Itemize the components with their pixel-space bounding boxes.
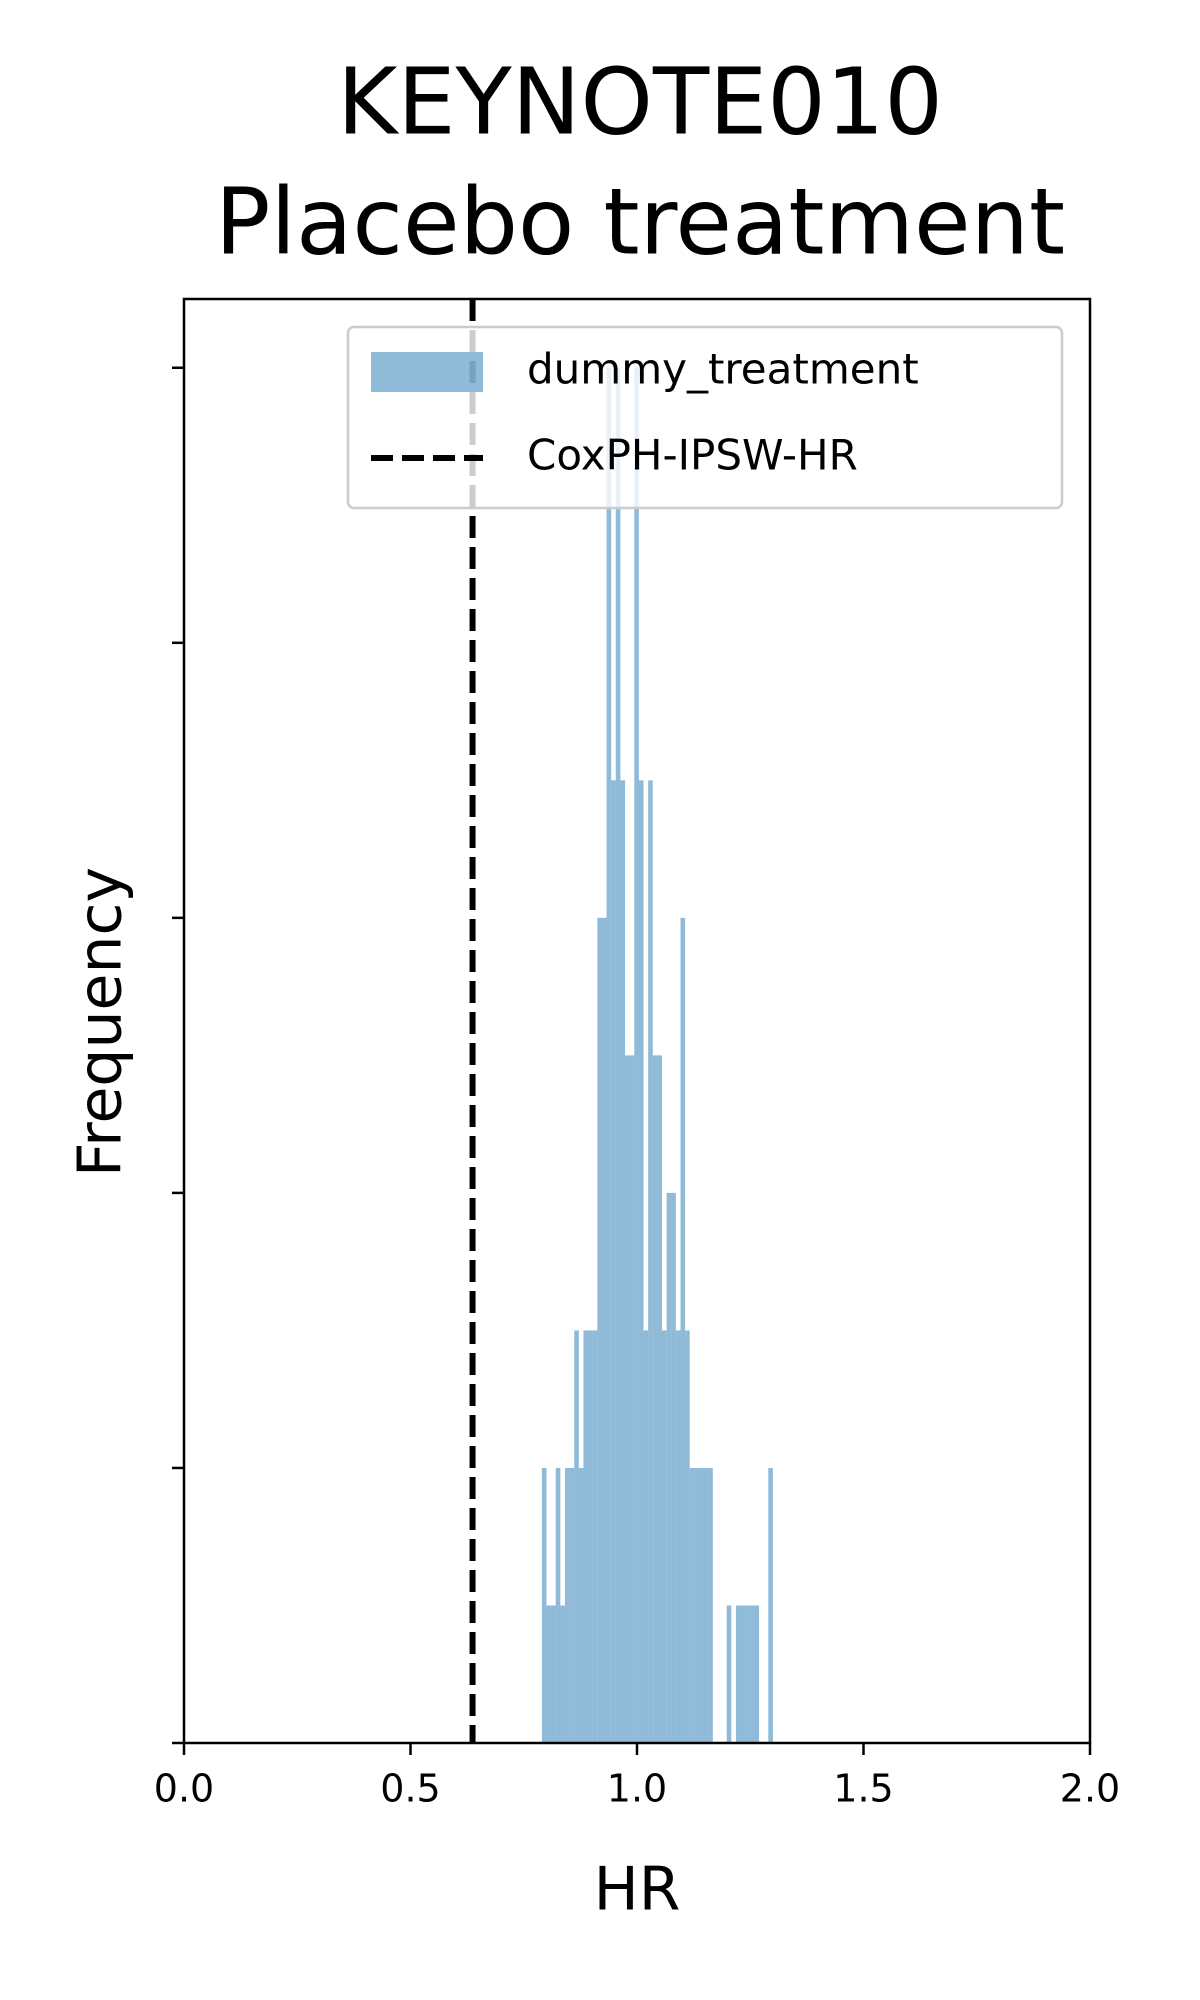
legend-label: dummy_treatment	[527, 345, 919, 394]
histogram-bar	[601, 917, 607, 1743]
legend-label: CoxPH-IPSW-HR	[527, 431, 858, 480]
histogram-bar	[703, 1467, 709, 1743]
histogram-bar	[735, 1605, 741, 1743]
histogram-bar	[551, 1605, 556, 1743]
histogram-bar	[611, 780, 616, 1743]
histogram-bar	[689, 1467, 695, 1743]
x-tick-label: 0.5	[380, 1767, 440, 1811]
x-tick-label: 0.0	[154, 1767, 214, 1811]
histogram-bar	[708, 1467, 713, 1743]
legend-swatch	[371, 352, 483, 392]
x-tick-label: 1.0	[607, 1767, 667, 1811]
histogram-bar	[643, 1330, 649, 1743]
histogram-bar	[648, 780, 653, 1743]
x-tick-label: 1.5	[833, 1767, 893, 1811]
histogram-bar	[740, 1605, 746, 1743]
histogram-bar	[675, 1330, 681, 1743]
histogram-bar	[588, 1330, 593, 1743]
histogram-bar	[578, 1467, 584, 1743]
histogram-bar	[662, 1330, 667, 1743]
histogram-bar	[615, 367, 621, 1743]
histogram-bar	[592, 1330, 598, 1743]
histogram-bar	[685, 1330, 690, 1743]
histogram-bar	[606, 367, 612, 1743]
histogram-bar	[560, 1605, 565, 1743]
chart-title: KEYNOTE010	[337, 48, 943, 155]
histogram-bar	[625, 1055, 630, 1743]
histogram-bar	[597, 917, 602, 1743]
histogram-bar	[768, 1467, 773, 1743]
histogram-bar	[564, 1467, 570, 1743]
histogram-bar	[583, 1330, 589, 1743]
histogram-bar	[652, 1055, 658, 1743]
histogram-bar	[546, 1605, 552, 1743]
histogram-bar	[726, 1605, 732, 1743]
histogram-bar	[629, 1055, 635, 1743]
histogram-bar	[634, 367, 639, 1743]
histogram-bar	[569, 1467, 575, 1743]
legend: dummy_treatment CoxPH-IPSW-HR	[346, 325, 1064, 510]
y-axis-label: Frequency	[66, 867, 136, 1177]
x-axis-label: HR	[594, 1855, 681, 1925]
histogram-bar	[666, 1192, 672, 1743]
legend-box	[346, 325, 1064, 510]
histogram-bar	[671, 1192, 676, 1743]
x-tick-label: 2.0	[1060, 1767, 1120, 1811]
histogram-bar	[745, 1605, 750, 1743]
histogram-bar	[749, 1605, 755, 1743]
histogram-bar	[698, 1467, 704, 1743]
histogram-bar	[555, 1467, 561, 1743]
histogram-bar	[638, 780, 644, 1743]
histogram-bar	[620, 780, 626, 1743]
histogram-bar	[754, 1605, 760, 1743]
histogram-bar	[574, 1330, 579, 1743]
histogram-bar	[541, 1467, 547, 1743]
chart-title: Placebo treatment	[215, 168, 1065, 275]
histogram-bar	[657, 1055, 663, 1743]
histogram-bar	[694, 1467, 699, 1743]
histogram-bar	[680, 917, 686, 1743]
